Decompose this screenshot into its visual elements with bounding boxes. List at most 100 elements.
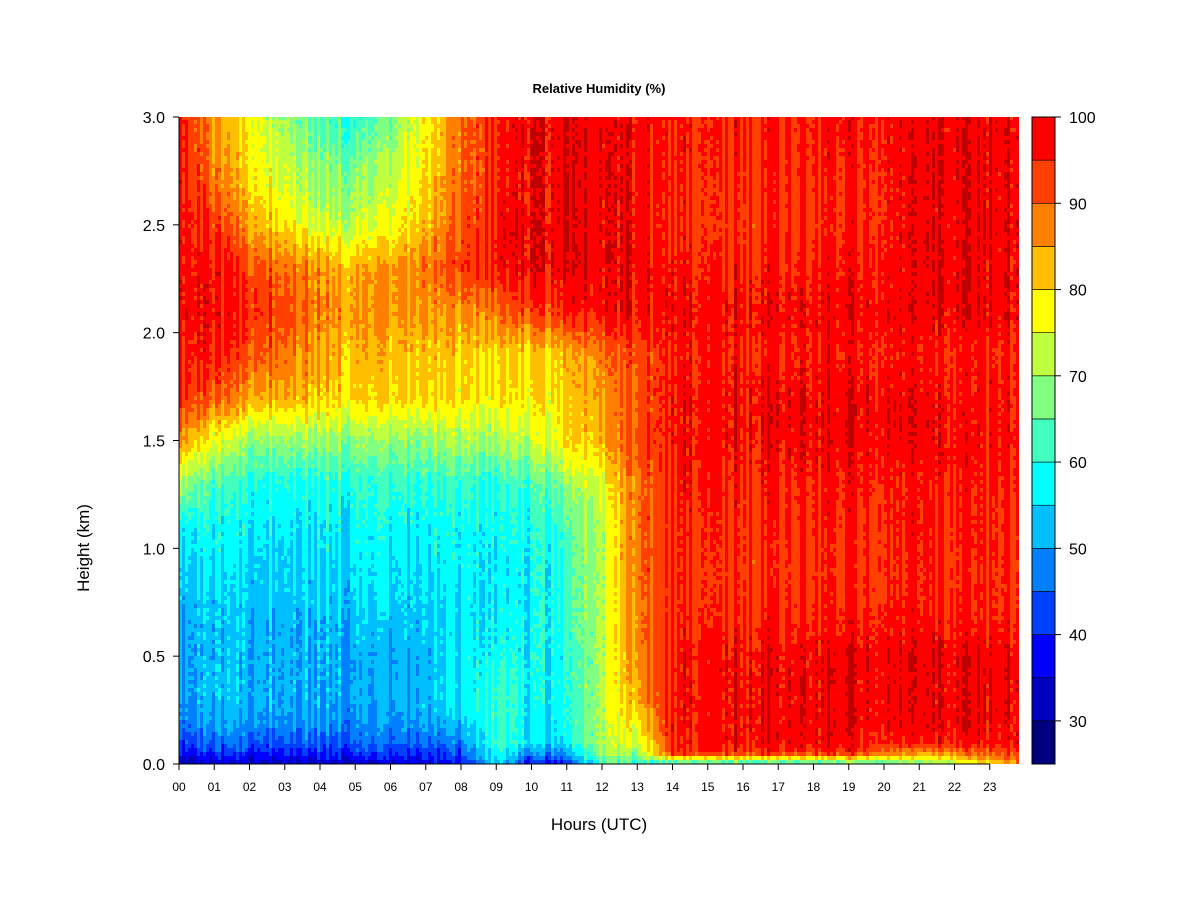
heatmap-cell — [188, 548, 191, 552]
heatmap-cell — [191, 692, 194, 696]
heatmap-cell — [221, 552, 224, 556]
heatmap-cell — [230, 556, 233, 560]
heatmap-cell — [191, 132, 194, 136]
heatmap-cell — [230, 388, 233, 392]
heatmap-cell — [212, 684, 215, 688]
heatmap-cell — [230, 336, 233, 340]
heatmap-cell — [200, 648, 203, 652]
heatmap-cell — [209, 196, 212, 200]
heatmap-cell — [224, 296, 227, 300]
heatmap-cell — [221, 356, 224, 360]
heatmap-cell — [230, 748, 233, 752]
heatmap-cell — [221, 192, 224, 196]
heatmap-cell — [194, 676, 197, 680]
heatmap-cell — [209, 460, 212, 464]
heatmap-cell — [212, 164, 215, 168]
heatmap-cell — [182, 368, 185, 372]
heatmap-cell — [230, 144, 233, 148]
heatmap-cell — [191, 656, 194, 660]
heatmap-cell — [191, 192, 194, 196]
heatmap-cell — [185, 308, 188, 312]
heatmap-cell — [203, 328, 206, 332]
heatmap-cell — [200, 752, 203, 756]
heatmap-cell — [182, 432, 185, 436]
heatmap-cell — [191, 624, 194, 628]
heatmap-cell — [197, 704, 200, 708]
heatmap-cell — [182, 728, 185, 732]
heatmap-cell — [224, 444, 227, 448]
heatmap-cell — [194, 192, 197, 196]
heatmap-cell — [212, 328, 215, 332]
heatmap-cell — [230, 132, 233, 136]
heatmap-cell — [206, 152, 209, 156]
heatmap-cell — [182, 452, 185, 456]
heatmap-cell — [200, 588, 203, 592]
heatmap-cell — [215, 316, 218, 320]
heatmap-cell — [188, 476, 191, 480]
heatmap-cell — [215, 520, 218, 524]
heatmap-cell — [203, 660, 206, 664]
heatmap-cell — [227, 612, 230, 616]
heatmap-cell — [194, 744, 197, 748]
heatmap-cell — [221, 632, 224, 636]
heatmap-cell — [194, 544, 197, 548]
heatmap-cell — [194, 688, 197, 692]
heatmap-cell — [188, 716, 191, 720]
heatmap-cell — [230, 244, 233, 248]
heatmap-cell — [188, 172, 191, 176]
heatmap-cell — [182, 568, 185, 572]
heatmap-cell — [185, 732, 188, 736]
heatmap-cell — [185, 456, 188, 460]
heatmap-cell — [230, 328, 233, 332]
heatmap-cell — [197, 244, 200, 248]
heatmap-cell — [227, 252, 230, 256]
heatmap-cell — [230, 744, 233, 748]
heatmap-cell — [209, 224, 212, 228]
heatmap-cell — [185, 196, 188, 200]
heatmap-cell — [221, 452, 224, 456]
heatmap-cell — [188, 216, 191, 220]
heatmap-cell — [191, 128, 194, 132]
heatmap-cell — [212, 272, 215, 276]
heatmap-cell — [215, 588, 218, 592]
heatmap-cell — [221, 308, 224, 312]
heatmap-cell — [185, 452, 188, 456]
heatmap-cell — [182, 736, 185, 740]
heatmap-cell — [221, 180, 224, 184]
heatmap-cell — [209, 412, 212, 416]
heatmap-cell — [191, 176, 194, 180]
heatmap-cell — [212, 600, 215, 604]
heatmap-cell — [194, 284, 197, 288]
heatmap-cell — [218, 132, 221, 136]
heatmap-cell — [209, 548, 212, 552]
heatmap-cell — [200, 516, 203, 520]
heatmap-cell — [182, 332, 185, 336]
heatmap-cell — [197, 208, 200, 212]
heatmap-cell — [203, 380, 206, 384]
heatmap-cell — [212, 208, 215, 212]
heatmap-cell — [185, 168, 188, 172]
heatmap-cell — [215, 684, 218, 688]
heatmap-cell — [197, 168, 200, 172]
heatmap-cell — [188, 128, 191, 132]
heatmap-cell — [218, 640, 221, 644]
heatmap-cell — [200, 632, 203, 636]
heatmap-cell — [215, 188, 218, 192]
heatmap-cell — [200, 260, 203, 264]
heatmap-cell — [185, 348, 188, 352]
heatmap-cell — [200, 536, 203, 540]
heatmap-cell — [194, 124, 197, 128]
heatmap-cell — [212, 680, 215, 684]
heatmap-cell — [185, 276, 188, 280]
heatmap-cell — [212, 288, 215, 292]
heatmap-cell — [185, 460, 188, 464]
heatmap-cell — [227, 220, 230, 224]
heatmap-cell — [185, 552, 188, 556]
heatmap-cell — [224, 172, 227, 176]
heatmap-cell — [209, 584, 212, 588]
heatmap-cell — [218, 360, 221, 364]
heatmap-cell — [182, 400, 185, 404]
heatmap-cell — [200, 308, 203, 312]
heatmap-cell — [188, 624, 191, 628]
heatmap-cell — [185, 248, 188, 252]
